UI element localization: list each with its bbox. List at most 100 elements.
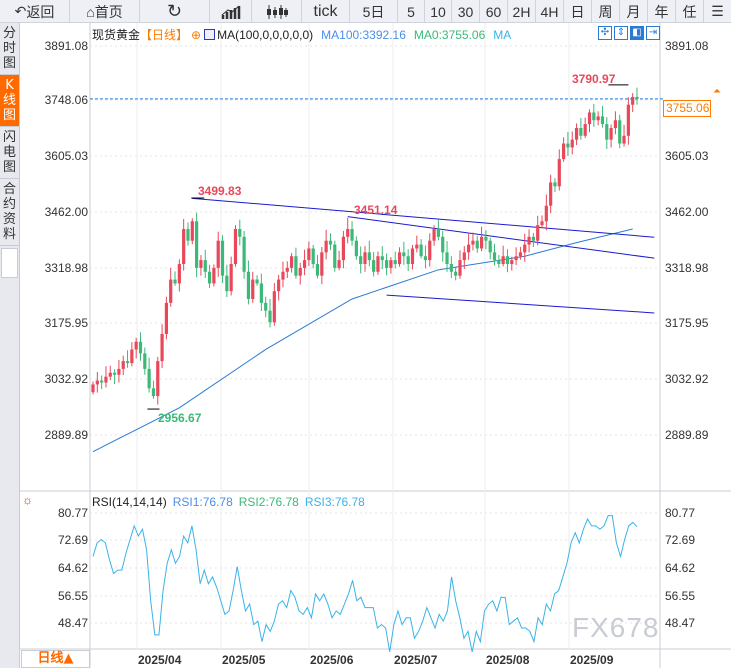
peak2-annotation: 3451.14 — [354, 203, 398, 217]
price-tick-right: 3891.08 — [665, 39, 709, 53]
candle-body — [100, 380, 104, 383]
period-tab-11[interactable]: 年 — [648, 0, 676, 23]
candle-body — [156, 361, 160, 397]
period-tab-2[interactable]: 5 — [398, 0, 425, 23]
indicator-settings-icon[interactable] — [204, 29, 216, 40]
menu-button[interactable]: ☰ — [704, 0, 731, 23]
candle-body — [523, 244, 527, 253]
rsi1-value: RSI1:76.78 — [172, 495, 233, 509]
candle-body — [277, 279, 281, 292]
candle-body — [182, 229, 186, 265]
candle-body — [104, 376, 108, 383]
candle-body — [557, 159, 561, 187]
candle-body — [164, 302, 168, 334]
period-tab-7[interactable]: 4H — [536, 0, 564, 23]
candle-body — [622, 135, 626, 144]
candle-body — [609, 128, 613, 140]
candle-body — [341, 236, 346, 261]
candle-body — [315, 264, 320, 276]
candle-body — [220, 240, 225, 276]
crosshair-icon[interactable]: ⊕ — [191, 27, 202, 42]
scroll-left-icon[interactable]: ◧ — [630, 26, 644, 40]
chart-controls: ✣ ⇕ ◧ ⇥ — [598, 26, 660, 40]
ma-label: MA(100,0,0,0,0,0) — [217, 27, 314, 42]
period-tab-1[interactable]: 5日 — [350, 0, 398, 23]
candle-body — [367, 252, 371, 261]
candle-body — [259, 283, 263, 303]
period-tab-3[interactable]: 10 — [425, 0, 452, 23]
period-tab-6[interactable]: 2H — [508, 0, 536, 23]
candle-body — [268, 310, 272, 323]
peak1-annotation: 3499.83 — [198, 184, 242, 198]
candle-body — [290, 256, 294, 268]
period-tab-10[interactable]: 月 — [620, 0, 648, 23]
candle-body — [151, 388, 156, 397]
rsi-tick-right: 80.77 — [665, 506, 696, 520]
candle-body — [549, 182, 553, 206]
candle-body — [587, 112, 592, 125]
candle-body — [225, 275, 229, 292]
candle-body — [428, 240, 432, 261]
date-tick: 2025/04 — [138, 653, 182, 667]
zoom-fit-icon[interactable]: ✣ — [598, 26, 612, 40]
rsi-tick-left: 72.69 — [57, 533, 88, 547]
candle-body — [333, 244, 337, 268]
candle-body — [199, 260, 203, 268]
candle-body — [173, 279, 177, 284]
candle-body — [95, 380, 99, 385]
candle-body — [112, 372, 117, 375]
candle-body — [302, 260, 307, 268]
sidebar-tab-1[interactable]: K线图 — [0, 75, 19, 127]
back-button[interactable]: ↶ 返回 — [0, 0, 70, 23]
date-tick: 2025/08 — [486, 653, 530, 667]
sidebar-tab-3[interactable]: 合约资料 — [0, 179, 19, 246]
refresh-icon: ↻ — [166, 1, 183, 21]
candle-body — [527, 236, 531, 245]
price-tick-right: 2889.89 — [665, 428, 709, 442]
rsi3-value: RSI3:76.78 — [304, 495, 365, 509]
candle-body — [311, 248, 315, 265]
date-tick: 2025/07 — [394, 653, 438, 667]
high-annotation: 3790.97 — [572, 72, 616, 86]
candle-body — [562, 143, 566, 160]
refresh-button[interactable]: ↻ — [140, 0, 210, 23]
candle-body — [579, 128, 583, 136]
expand-icon[interactable]: ⇕ — [614, 26, 628, 40]
scroll-right-icon[interactable]: ⇥ — [646, 26, 660, 40]
candle-body — [207, 271, 212, 284]
rsi-tick-right: 48.47 — [665, 616, 696, 630]
period-footer-button[interactable]: 日线▲ — [21, 650, 90, 668]
candle-body — [246, 271, 251, 299]
period-tab-9[interactable]: 周 — [592, 0, 620, 23]
period-label: 【日线】 — [140, 28, 189, 42]
candle-body — [445, 252, 449, 265]
candle-body — [117, 368, 121, 375]
rsi-line — [92, 515, 638, 652]
candle-body — [484, 236, 488, 241]
candle-body — [419, 244, 423, 257]
scroll-top-icon[interactable]: ⏶ — [713, 86, 721, 97]
period-tab-4[interactable]: 30 — [452, 0, 480, 23]
rsi-legend: RSI(14,14,14) RSI1:76.78 RSI2:76.78 RSI3… — [92, 495, 365, 509]
symbol-name: 现货黄金 — [92, 28, 141, 42]
rsi-settings-icon[interactable]: ☼ — [22, 493, 33, 507]
sidebar-tab-0[interactable]: 分时图 — [0, 23, 19, 75]
period-tab-5[interactable]: 60 — [480, 0, 508, 23]
period-tab-12[interactable]: 任 — [676, 0, 704, 23]
candle-style-button[interactable] — [252, 0, 302, 23]
candle-body — [566, 143, 570, 148]
indicator-button[interactable] — [210, 0, 252, 23]
period-tab-8[interactable]: 日 — [564, 0, 592, 23]
candle-body — [592, 112, 596, 121]
candle-body — [251, 279, 255, 299]
period-tab-0[interactable]: tick — [302, 0, 350, 23]
sidebar-tab-2[interactable]: 闪电图 — [0, 127, 19, 179]
home-button[interactable]: ⌂ 首页 — [70, 0, 140, 23]
candle-body — [410, 248, 415, 265]
candle-body — [458, 260, 462, 276]
trendline — [386, 294, 655, 314]
ma0-value: MA0:3755.06 — [413, 27, 486, 42]
candle-body — [203, 260, 207, 272]
candle-body — [596, 116, 600, 121]
